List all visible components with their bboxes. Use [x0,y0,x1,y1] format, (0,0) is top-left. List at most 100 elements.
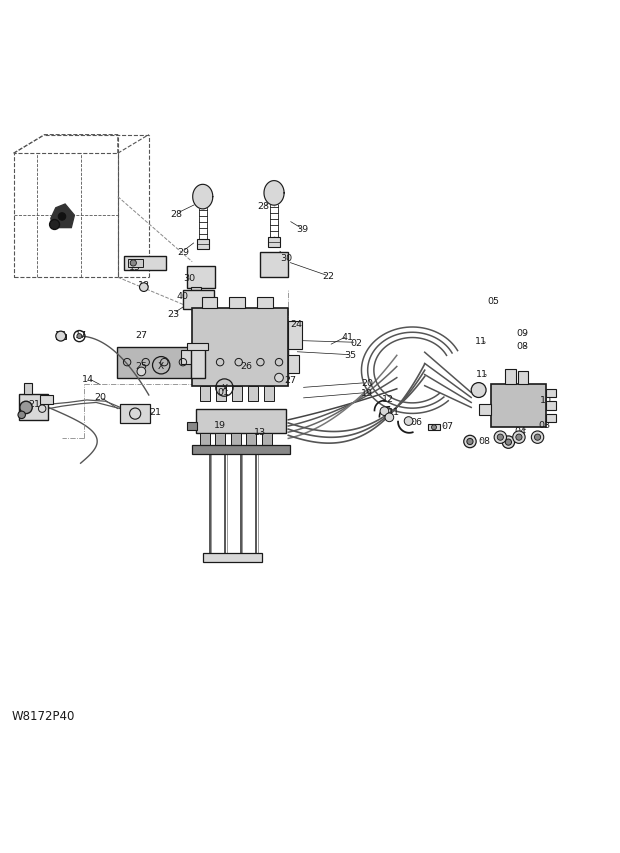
Circle shape [404,417,413,426]
Bar [491,385,546,427]
Text: 22: 22 [322,272,335,281]
Bar [248,386,258,402]
Text: W8172P40: W8172P40 [11,710,74,722]
Text: 28: 28 [257,202,270,212]
Text: 28: 28 [170,210,183,218]
Circle shape [502,437,515,449]
Bar [546,402,556,410]
Text: 18: 18 [138,281,150,290]
Text: 23: 23 [167,310,180,318]
Text: 11: 11 [388,407,400,416]
Text: 11: 11 [476,369,489,379]
Circle shape [38,405,46,413]
Text: 07: 07 [441,421,454,431]
Polygon shape [264,182,284,206]
Bar [202,298,217,309]
Bar [128,259,143,268]
Bar [546,414,556,423]
Bar [24,383,32,394]
Circle shape [464,436,476,448]
Text: 30: 30 [183,273,195,282]
Text: 01: 01 [217,388,229,397]
Bar [187,267,215,289]
Bar [288,356,299,374]
Text: 08: 08 [516,341,528,351]
Bar [124,257,166,270]
Bar [208,347,288,378]
Text: 06: 06 [410,418,423,426]
Bar [203,554,262,563]
Text: 17: 17 [74,330,87,339]
Text: X: X [221,384,228,392]
Bar [187,423,197,430]
Text: 39: 39 [296,225,309,234]
Bar [192,309,288,386]
Text: 19: 19 [214,421,226,429]
Circle shape [471,383,486,398]
Text: 05: 05 [487,296,499,305]
Text: 10: 10 [539,396,552,405]
Circle shape [516,434,522,441]
Bar [56,334,66,339]
Bar [196,409,286,434]
Bar [200,386,210,402]
Text: 35: 35 [344,351,356,360]
Bar [231,433,241,448]
Polygon shape [193,185,213,210]
Text: 41: 41 [341,332,353,341]
Text: 30: 30 [280,253,293,263]
Text: 27: 27 [135,330,148,339]
Text: 24: 24 [290,320,303,328]
Circle shape [534,434,541,441]
Bar [215,433,225,448]
Text: 21: 21 [149,408,161,417]
Bar [288,322,302,349]
Bar [197,240,209,250]
Circle shape [380,407,389,416]
Circle shape [275,374,283,382]
Bar [262,433,272,448]
Text: 20: 20 [361,379,373,387]
Text: X: X [158,362,164,370]
Text: 15: 15 [129,262,141,271]
Circle shape [130,409,141,420]
Circle shape [56,332,66,342]
Bar [229,298,245,309]
Bar [246,433,256,448]
Text: 08: 08 [479,436,491,445]
Bar [232,386,242,402]
Text: 04: 04 [515,427,527,436]
Text: 09: 09 [516,329,528,338]
Text: 12: 12 [381,394,394,403]
Bar [117,347,200,378]
Text: 21: 21 [28,400,40,409]
Circle shape [137,368,146,376]
Text: 40: 40 [177,292,189,301]
Bar [505,369,516,385]
Circle shape [531,432,544,444]
Text: 16: 16 [55,330,67,339]
Text: 11: 11 [474,337,487,345]
Circle shape [432,426,436,430]
Text: 14: 14 [82,374,94,383]
Text: 25: 25 [135,362,148,370]
Circle shape [140,283,148,292]
Circle shape [385,414,394,422]
Circle shape [58,213,66,221]
Bar [187,344,208,351]
Bar [546,389,556,398]
Bar [257,298,273,309]
Text: 13: 13 [254,427,267,437]
Bar [191,349,205,378]
Bar [260,253,288,278]
Bar [479,404,491,415]
Bar [40,396,53,405]
Circle shape [77,334,82,339]
Circle shape [20,402,32,414]
Circle shape [505,439,511,446]
Bar [181,351,192,364]
Bar [216,386,226,402]
Bar [191,287,201,295]
Bar [268,238,280,247]
Bar [14,154,118,278]
